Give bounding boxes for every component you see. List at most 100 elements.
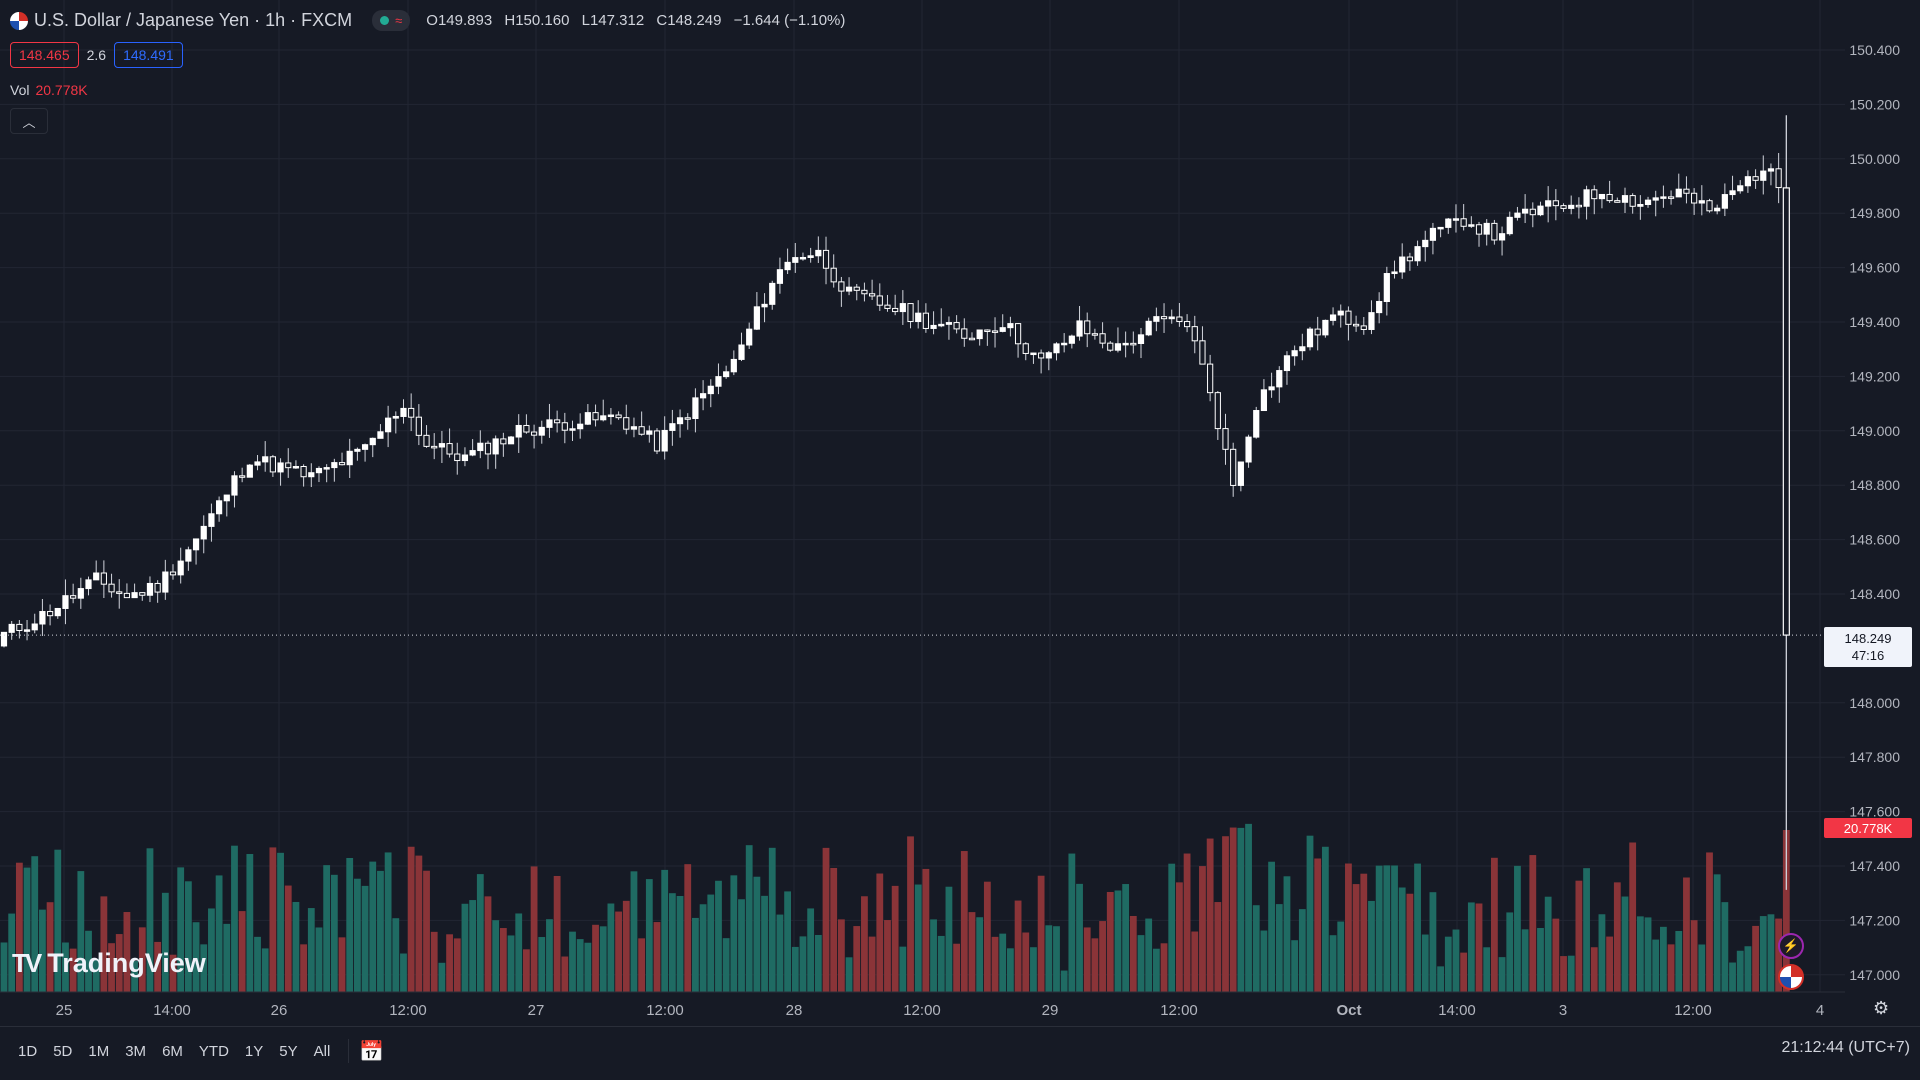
high-label: H [504, 12, 516, 29]
candle-body [484, 442, 492, 455]
symbol-title[interactable]: U.S. Dollar / Japanese Yen · 1h · FXCM [34, 10, 353, 30]
volume-bar [1129, 915, 1137, 992]
volume-legend: Vol 20.778K [10, 82, 88, 98]
timeframe-1y[interactable]: 1Y [244, 1042, 264, 1060]
candle-body [538, 426, 545, 436]
time-tick-label: 3 [1559, 1002, 1567, 1019]
time-tick-label: 12:00 [389, 1002, 427, 1019]
volume-bar [307, 908, 315, 992]
candle-body [723, 371, 730, 378]
price-tick-label: 149.200 [1849, 368, 1900, 384]
candle-body [738, 344, 745, 360]
volume-bar [945, 886, 953, 992]
candle-body [1007, 323, 1014, 329]
candle-body [507, 436, 515, 445]
candle-body [200, 525, 207, 540]
candle-body [1606, 193, 1613, 202]
timeframe-all[interactable]: All [313, 1042, 331, 1060]
volume-bar [415, 855, 423, 992]
calendar-range-icon[interactable]: 📅 [359, 1040, 385, 1063]
candle-body [1675, 188, 1682, 198]
candle-body [16, 623, 23, 631]
volume-bar [968, 912, 976, 992]
candle-body [169, 571, 177, 576]
ask-button[interactable]: 148.491 [114, 42, 183, 68]
candle-body [285, 462, 292, 469]
volume-bar [430, 931, 438, 992]
candle-body [684, 417, 691, 420]
tradingview-watermark[interactable]: TV TradingView [12, 948, 206, 979]
time-tick-label: 12:00 [903, 1002, 941, 1019]
candle-body [899, 303, 906, 313]
candle-body [968, 337, 976, 341]
timeframe-5d[interactable]: 5D [53, 1042, 73, 1060]
volume-bar [1552, 918, 1560, 992]
volume-bar [953, 943, 961, 992]
candle-body [1130, 342, 1137, 346]
timeframe-1d[interactable]: 1D [18, 1042, 38, 1060]
volume-bar [1537, 927, 1544, 992]
volume-bar [1560, 956, 1567, 992]
volume-bar [100, 896, 108, 992]
collapse-legend-button[interactable]: ︿ [10, 108, 48, 134]
bid-button[interactable]: 148.465 [10, 42, 79, 68]
candle-body [1767, 168, 1775, 172]
us-flag-icon[interactable] [1778, 964, 1804, 990]
volume-bar [1675, 930, 1683, 992]
volume-bar [1644, 917, 1652, 992]
candle-body [400, 407, 407, 417]
candle-body [600, 415, 607, 421]
price-tick-label: 147.000 [1849, 967, 1900, 983]
timeframe-ytd[interactable]: YTD [198, 1042, 229, 1060]
volume-bar [814, 934, 822, 992]
time-tick-label: 12:00 [1160, 1002, 1198, 1019]
volume-bar [1406, 893, 1414, 992]
timeframe-3m[interactable]: 3M [125, 1042, 147, 1060]
candle-body [254, 461, 261, 466]
volume-bar [599, 926, 607, 992]
volume-bar [1030, 947, 1037, 992]
volume-bars [0, 823, 1790, 992]
volume-bar [1306, 835, 1314, 992]
timeframe-5y[interactable]: 5Y [279, 1042, 298, 1060]
volume-bar [1368, 900, 1375, 992]
timeframe-1m[interactable]: 1M [88, 1042, 110, 1060]
candle-body [39, 611, 46, 625]
volume-bar [507, 935, 515, 992]
candle-body [707, 385, 714, 395]
candle-body [1276, 370, 1283, 388]
candle-body [1468, 224, 1475, 227]
price-tick-label: 147.800 [1849, 749, 1900, 765]
volume-bar [476, 874, 484, 992]
candle-body [292, 465, 300, 469]
lightning-icon[interactable]: ⚡ [1778, 933, 1804, 959]
candle-body [861, 289, 868, 295]
candle-body [192, 538, 200, 551]
volume-bar [715, 880, 722, 992]
candle-body [1660, 196, 1667, 199]
volume-bar [1006, 948, 1014, 992]
price-tick-label: 149.600 [1849, 260, 1900, 276]
volume-bar [960, 851, 968, 992]
volume-bar [1060, 970, 1068, 992]
volume-bar [1721, 902, 1729, 992]
volume-bar [1421, 934, 1429, 992]
clock[interactable]: 21:12:44 (UTC+7) [1781, 1039, 1910, 1056]
volume-bar [108, 943, 115, 992]
timeframe-6m[interactable]: 6M [162, 1042, 183, 1060]
price-chart[interactable]: 150.400 150.200 150.000 149.800 149.600 149.4… [0, 0, 1920, 1026]
time-tick-label: Oct [1336, 1002, 1361, 1019]
close-label: C [656, 12, 668, 29]
market-status[interactable]: ≈ [372, 10, 411, 31]
low-label: L [581, 12, 590, 29]
usd-jpy-flag-icon [10, 11, 28, 30]
candle-body [369, 437, 376, 446]
candle-body [1145, 320, 1152, 336]
candle-body [592, 412, 599, 421]
volume-bar [822, 847, 830, 992]
candle-body [1137, 334, 1145, 345]
candle-body [185, 549, 192, 562]
gear-icon[interactable]: ⚙ [1873, 998, 1890, 1018]
volume-bar [1460, 952, 1468, 992]
volume-bar [315, 927, 323, 992]
